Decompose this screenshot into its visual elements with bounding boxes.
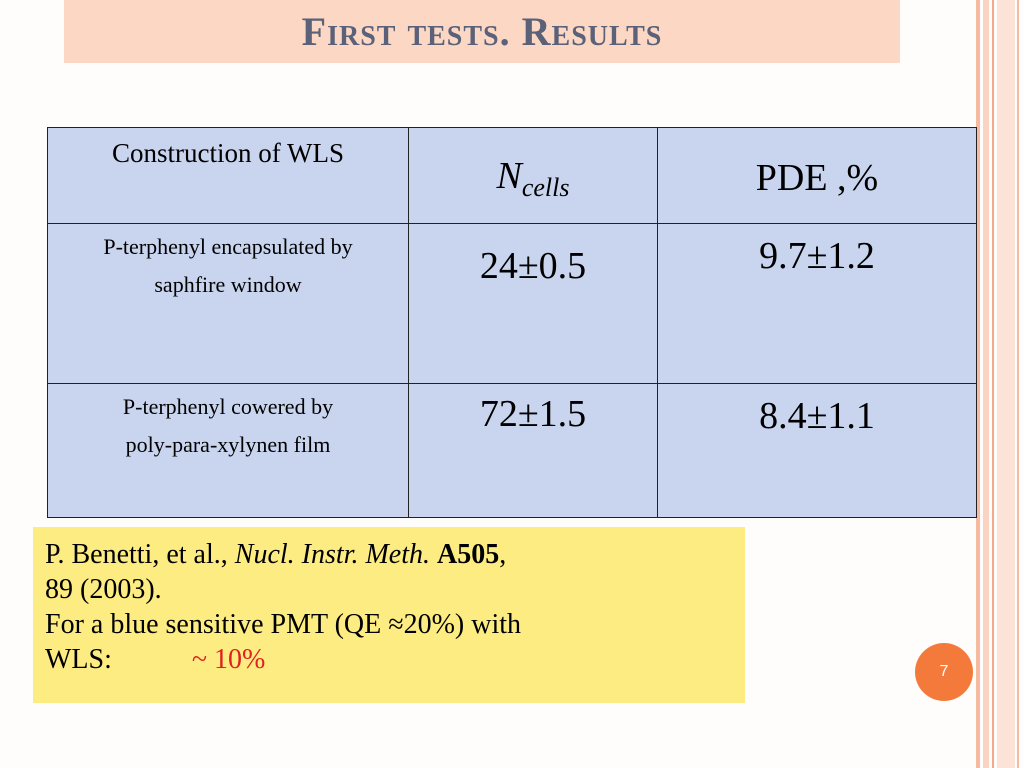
header-cell-pde: PDE ,% — [657, 127, 977, 224]
header-ncells: Ncells — [409, 154, 657, 203]
ref-wls-label: WLS: — [45, 644, 112, 675]
decor-stripe — [976, 0, 980, 768]
table-header-row: Construction of WLS Ncells PDE ,% — [47, 127, 977, 224]
decor-stripe — [997, 0, 1015, 768]
row-pde-cell: 9.7±1.2 — [657, 223, 977, 384]
header-cell-ncells: Ncells — [408, 127, 658, 224]
row-pde-cell: 8.4±1.1 — [657, 383, 977, 518]
slide-title: First tests. Results — [301, 9, 663, 54]
page-number-badge: 7 — [915, 643, 973, 701]
desc-line: P-terphenyl encapsulated by — [103, 234, 353, 259]
row-ncells-cell: 24±0.5 — [408, 223, 658, 384]
ref-wls-value: ~ 10% — [191, 644, 266, 675]
title-banner: First tests. Results — [64, 0, 900, 63]
ref-journal: Nucl. Instr. Meth. — [234, 539, 430, 570]
ref-pages-year: 89 (2003). — [45, 574, 162, 605]
ref-authors: P. Benetti, et al., — [45, 539, 235, 570]
row-pde-value: 9.7±1.2 — [759, 235, 875, 277]
desc-line: saphfire window — [154, 272, 302, 297]
row-description-cell: P-terphenyl encapsulated by saphfire win… — [47, 223, 409, 384]
reference-box: P. Benetti, et al., Nucl. Instr. Meth. A… — [33, 527, 745, 703]
header-cell-construction: Construction of WLS — [47, 127, 409, 224]
ncells-symbol: N — [496, 155, 522, 197]
page-number: 7 — [939, 663, 949, 680]
ref-volume: A505 — [436, 539, 500, 570]
results-table: Construction of WLS Ncells PDE ,% P-terp… — [47, 127, 977, 518]
row-description-cell: P-terphenyl cowered by poly-para-xylynen… — [47, 383, 409, 518]
header-pde: PDE ,% — [755, 157, 879, 199]
desc-line: P-terphenyl cowered by — [122, 394, 334, 419]
ncells-subscript: cells — [521, 173, 570, 202]
row-description: P-terphenyl encapsulated by saphfire win… — [48, 228, 408, 304]
header-construction: Construction of WLS — [112, 138, 344, 168]
decor-stripe — [1017, 0, 1019, 768]
table-row: P-terphenyl cowered by poly-para-xylynen… — [47, 383, 977, 518]
ref-note: For a blue sensitive PMT (QE ≈20%) with — [45, 609, 522, 640]
row-ncells-value: 24±0.5 — [479, 245, 587, 287]
row-description: P-terphenyl cowered by poly-para-xylynen… — [48, 388, 408, 464]
decor-stripe — [983, 0, 989, 768]
decor-stripe — [992, 0, 994, 768]
row-ncells-value: 72±1.5 — [479, 393, 587, 435]
row-pde-value: 8.4±1.1 — [759, 395, 875, 437]
desc-line: poly-para-xylynen film — [125, 432, 331, 457]
row-ncells-cell: 72±1.5 — [408, 383, 658, 518]
table-row: P-terphenyl encapsulated by saphfire win… — [47, 223, 977, 384]
